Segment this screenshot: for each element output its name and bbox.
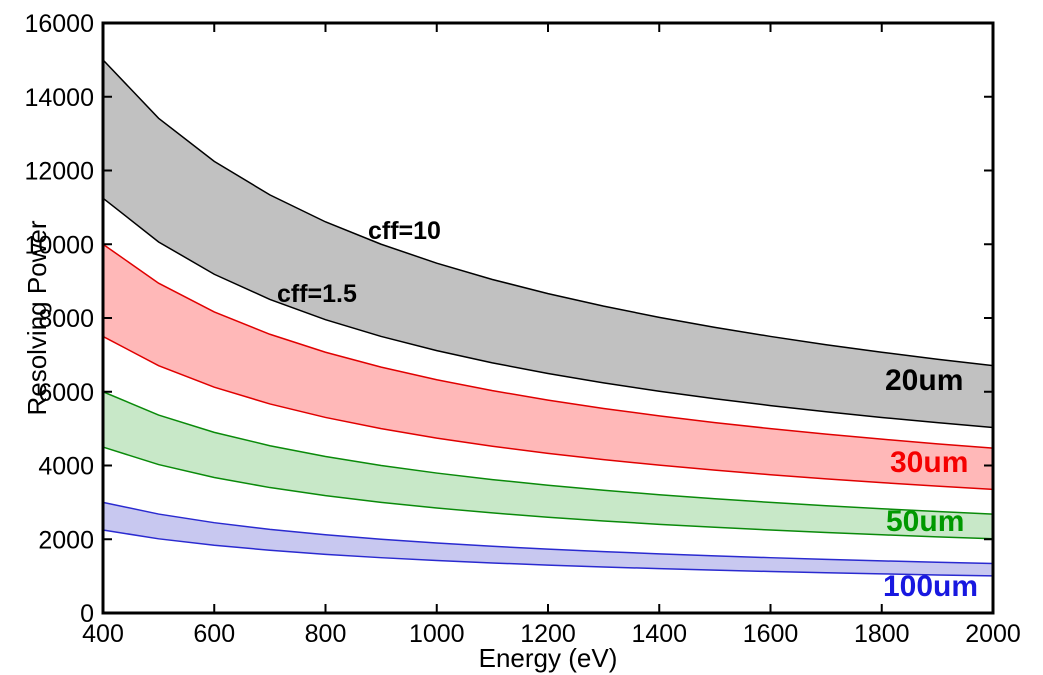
- band-label-100um: 100um: [883, 570, 979, 603]
- y-tick-label: 16000: [24, 10, 94, 38]
- y-tick-label: 6000: [38, 379, 94, 407]
- y-tick-label: 14000: [24, 84, 94, 112]
- band-20um-fill: [103, 59, 993, 428]
- x-tick-label: 800: [305, 620, 347, 648]
- x-tick-label: 1000: [409, 620, 465, 648]
- band-50um-lower-curve: [102, 446, 994, 540]
- band-30um-fill: [103, 244, 993, 490]
- band-label-50um: 50um: [886, 505, 965, 538]
- band-20um-upper-curve: [102, 59, 994, 367]
- band-20um-lower-curve: [102, 197, 994, 429]
- y-tick-label: 2000: [38, 526, 94, 554]
- y-tick-label: 8000: [38, 305, 94, 333]
- band-label-30um: 30um: [890, 446, 969, 479]
- x-tick-label: 1400: [631, 620, 687, 648]
- x-tick-label: 1200: [520, 620, 576, 648]
- band-100um-fill: [103, 502, 993, 576]
- band-50um-upper-curve: [102, 391, 994, 515]
- x-tick-label: 600: [193, 620, 235, 648]
- x-tick-label: 2000: [965, 620, 1021, 648]
- band-50um-fill: [103, 391, 993, 539]
- band-100um-lower-curve: [102, 529, 994, 577]
- band-100um-upper-curve: [102, 501, 994, 565]
- annotation-cff1-5: cff=1.5: [277, 280, 357, 308]
- x-tick-label: 400: [82, 620, 124, 648]
- y-tick-label: 10000: [24, 231, 94, 259]
- band-30um-upper-curve: [102, 243, 994, 449]
- band-30um-lower-curve: [102, 335, 994, 491]
- x-axis-title: Energy (eV): [478, 643, 618, 673]
- x-tick-label: 1800: [854, 620, 910, 648]
- y-axis-title: Resolving Power: [22, 220, 52, 416]
- y-tick-label: 12000: [24, 158, 94, 186]
- x-tick-label: 1600: [743, 620, 799, 648]
- band-label-20um: 20um: [885, 364, 964, 397]
- y-tick-label: 0: [80, 600, 94, 628]
- annotation-cff10: cff=10: [368, 217, 441, 245]
- y-tick-label: 4000: [38, 453, 94, 481]
